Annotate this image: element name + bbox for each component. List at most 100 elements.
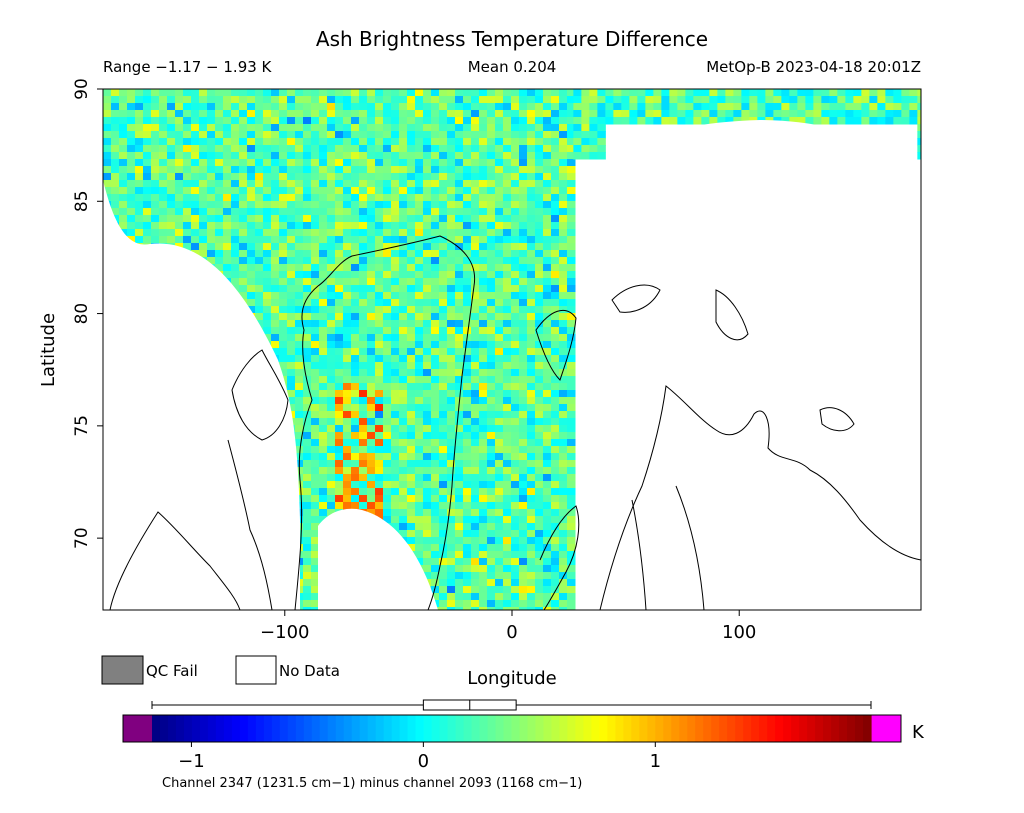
heatmap-cell (519, 551, 528, 559)
heatmap-cell (495, 579, 504, 587)
heatmap-cell (447, 138, 456, 146)
heatmap-cell (199, 124, 208, 132)
heatmap-cell (415, 89, 424, 97)
heatmap-cell (223, 243, 232, 251)
heatmap-cell (543, 271, 552, 279)
heatmap-cell (613, 89, 622, 97)
heatmap-cell (519, 173, 528, 181)
heatmap-cell (559, 208, 568, 216)
heatmap-cell (183, 103, 192, 111)
heatmap-cell (559, 439, 568, 447)
heatmap-cell (495, 264, 504, 272)
heatmap-cell (151, 222, 160, 230)
heatmap-cell (519, 117, 528, 125)
heatmap-cell (311, 558, 320, 566)
heatmap-cell (383, 446, 392, 454)
heatmap-cell (271, 306, 280, 314)
heatmap-cell (885, 96, 894, 104)
heatmap-cell (343, 250, 352, 258)
heatmap-cell (343, 397, 352, 405)
heatmap-cell (479, 600, 488, 608)
heatmap-cell (303, 117, 312, 125)
heatmap-cell (503, 327, 512, 335)
heatmap-cell (399, 502, 408, 510)
heatmap-cell (511, 264, 520, 272)
heatmap-cell (511, 292, 520, 300)
heatmap-cell (311, 369, 320, 377)
heatmap-cell (127, 166, 136, 174)
heatmap-cell (519, 236, 528, 244)
heatmap-cell (471, 523, 480, 531)
heatmap-cell (447, 383, 456, 391)
heatmap-cell (423, 222, 432, 230)
heatmap-cell (535, 453, 544, 461)
colorbar-segment (815, 715, 824, 742)
heatmap-cell (303, 425, 312, 433)
heatmap-cell (399, 334, 408, 342)
heatmap-cell (335, 292, 344, 300)
heatmap-cell (455, 432, 464, 440)
heatmap-cell (135, 103, 144, 111)
heatmap-cell (295, 173, 304, 181)
heatmap-cell (551, 481, 560, 489)
heatmap-cell (503, 103, 512, 111)
heatmap-cell (319, 173, 328, 181)
heatmap-cell (789, 110, 798, 118)
heatmap-cell (391, 285, 400, 293)
heatmap-cell (135, 194, 144, 202)
heatmap-cell (511, 89, 520, 97)
heatmap-cell (495, 110, 504, 118)
heatmap-cell (431, 229, 440, 237)
heatmap-cell (511, 299, 520, 307)
heatmap-cell (463, 257, 472, 265)
heatmap-cell (511, 495, 520, 503)
heatmap-cell (535, 159, 544, 167)
heatmap-cell (567, 565, 576, 573)
colorbar-segment (471, 715, 481, 742)
heatmap-cell (567, 215, 576, 223)
heatmap-cell (359, 159, 368, 167)
heatmap-cell (471, 327, 480, 335)
heatmap-cell (327, 264, 336, 272)
colorbar-segment (311, 715, 321, 742)
heatmap-cell (559, 334, 568, 342)
heatmap-cell (471, 341, 480, 349)
colorbar-segment (303, 715, 313, 742)
heatmap-cell (175, 159, 184, 167)
heatmap-cell (359, 117, 368, 125)
colorbar-segment (519, 715, 529, 742)
heatmap-cell (519, 593, 528, 601)
heatmap-cell (463, 110, 472, 118)
heatmap-cell (511, 285, 520, 293)
heatmap-cell (191, 131, 200, 139)
heatmap-cell (479, 117, 488, 125)
heatmap-cell (399, 222, 408, 230)
heatmap-cell (837, 110, 846, 118)
heatmap-cell (207, 194, 216, 202)
heatmap-cell (415, 362, 424, 370)
heatmap-cell (503, 138, 512, 146)
heatmap-cell (367, 313, 376, 321)
heatmap-cell (391, 432, 400, 440)
heatmap-cell (527, 334, 536, 342)
heatmap-cell (263, 320, 272, 328)
heatmap-cell (127, 229, 136, 237)
heatmap-cell (415, 215, 424, 223)
heatmap-cell (535, 432, 544, 440)
heatmap-cell (391, 180, 400, 188)
heatmap-cell (399, 292, 408, 300)
heatmap-cell (821, 117, 830, 125)
heatmap-cell (335, 460, 344, 468)
heatmap-cell (367, 439, 376, 447)
heatmap-cell (367, 362, 376, 370)
heatmap-cell (239, 110, 248, 118)
heatmap-cell (519, 201, 528, 209)
heatmap-cell (431, 243, 440, 251)
heatmap-cell (589, 89, 598, 97)
heatmap-cell (311, 341, 320, 349)
heatmap-cell (311, 376, 320, 384)
heatmap-cell (223, 222, 232, 230)
heatmap-cell (175, 145, 184, 153)
heatmap-cell (407, 152, 416, 160)
heatmap-cell (519, 467, 528, 475)
